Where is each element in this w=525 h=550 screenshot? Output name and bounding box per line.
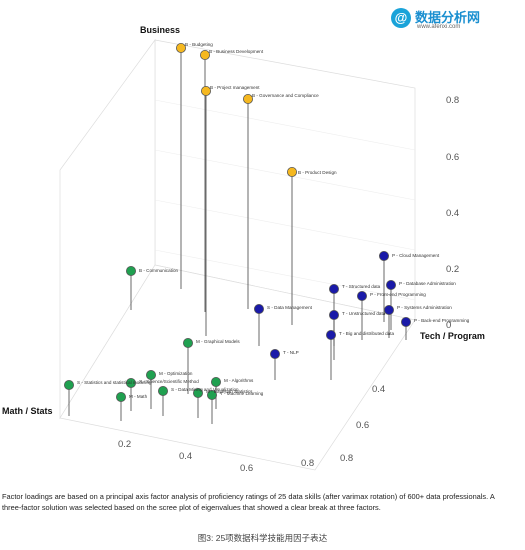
point-label-18: S - Science/Scientific Method [139,379,199,384]
point-0 [199,50,210,61]
point-21 [157,385,168,396]
tech-axis-title: Tech / Program [420,331,485,341]
point-15 [182,337,193,348]
logo-at-icon: @ [391,8,411,28]
point-22 [192,387,203,398]
point-label-19: S - Statistics and statistical modeling [77,380,152,385]
tick-labels: 0.8 0.6 0.4 0.2 0 0.4 0.6 0.8 0.2 0.4 0.6 0.8 [118,95,459,474]
point-1 [175,43,186,54]
point-label-0: B - Business Development [209,49,264,54]
point-12 [328,309,339,320]
site-logo: @ 数据分析网 www.afenxi.com [391,6,501,36]
point-11 [383,304,394,315]
point-label-9: T - Structured data [342,284,381,289]
point-4 [286,166,297,177]
point-16 [269,348,280,359]
point-label-23: T - Machine Learning [220,391,264,396]
point-14 [325,329,336,340]
gridline-2 [154,199,416,251]
figure-caption: 图3: 25项数据科学技能用因子表达 [197,533,328,543]
business-tick-0: 0.8 [446,95,459,106]
point-17 [145,369,156,380]
point-6 [253,303,264,314]
point-24 [116,391,127,402]
axes-frame [59,38,416,471]
point-label-2: B - Project management [210,85,260,90]
point-label-11: P - Systems Administration [397,305,452,310]
point-18 [126,377,137,388]
point-label-12: T - Unstructured data [342,311,386,316]
point-label-6: S - Data Management [267,305,313,310]
business-tick-4: 0 [446,320,451,331]
tech-tick-1: 0.6 [356,420,369,431]
logo-url: www.afenxi.com [417,24,461,30]
point-label-20: M - Algorithms [224,378,254,383]
business-tick-2: 0.4 [446,208,459,219]
footnote: Factor loadings are based on a principal… [2,492,495,512]
point-7 [378,250,389,261]
math-tick-3: 0.8 [301,458,314,469]
point-label-17: M - Optimization [159,371,193,376]
point-20 [210,376,221,387]
point-label-14: T - Big and distributed data [339,331,395,336]
point-label-10: P - Front-end Programming [370,292,426,297]
point-label-1: B - Budgeting [185,42,213,47]
point-label-7: P - Cloud Management [392,253,440,258]
point-label-5: B - Communication [139,268,179,273]
tech-tick-0: 0.4 [372,384,385,395]
point-label-24: M - Math [129,394,148,399]
point-19 [64,379,75,390]
math-tick-1: 0.4 [179,451,192,462]
business-axis-title: Business [140,25,180,35]
point-label-22: M - Bayesian Statistics [206,389,253,394]
point-8 [385,279,396,290]
point-label-3: B - Governance and Compliance [252,93,319,98]
point-labels: B - Business Development B - Budgeting B -… [77,42,470,399]
math-tick-2: 0.6 [240,463,253,474]
point-5 [126,265,137,276]
gridline-1 [154,149,416,201]
factor-3d-scatter: B - Business Development B - Budgeting B -… [2,25,485,474]
math-tick-0: 0.2 [118,439,131,450]
points [64,43,411,402]
point-3 [242,94,253,105]
point-23 [206,389,217,400]
gridlines [154,99,416,301]
point-label-15: M - Graphical Models [196,339,240,344]
gridline-0 [154,99,416,151]
business-tick-1: 0.6 [446,152,459,163]
gridline-3 [154,249,416,301]
point-label-13: P - Back-end Programming [414,318,470,323]
point-label-8: P - Database Administration [399,281,456,286]
point-10 [356,290,367,301]
point-13 [400,316,411,327]
business-tick-3: 0.2 [446,264,459,275]
point-2 [200,86,211,97]
floor [59,264,416,471]
point-label-21: S - Data Mining and Visualization [171,387,239,392]
logo-name: 数据分析网 [415,10,481,25]
point-label-4: B - Product Design [298,170,337,175]
point-label-16: T - NLP [283,350,299,355]
math-axis-title: Math / Stats [2,406,53,416]
tech-tick-2: 0.8 [340,453,353,464]
point-9 [328,283,339,294]
